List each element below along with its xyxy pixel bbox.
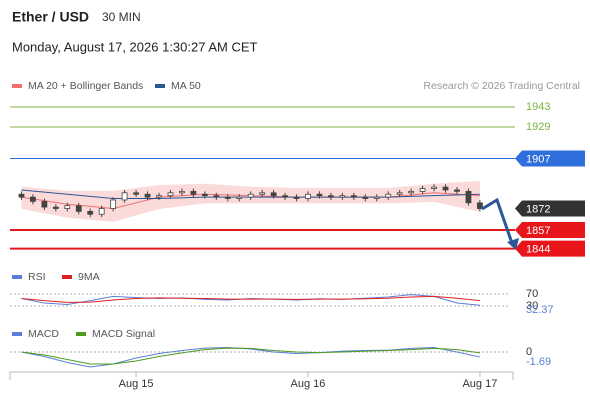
candle-body bbox=[328, 195, 334, 198]
last-value-label: -1.69 bbox=[526, 356, 551, 368]
credit: Research © 2026 Trading Central bbox=[423, 80, 580, 92]
candle-body bbox=[98, 208, 105, 215]
legend-label: MACD Signal bbox=[92, 328, 155, 340]
candle-body bbox=[259, 192, 266, 195]
level-label: 1907 bbox=[526, 153, 550, 165]
candle-body bbox=[167, 192, 174, 197]
candle-body bbox=[373, 196, 380, 199]
candle-body bbox=[75, 205, 82, 212]
legend-label: MACD bbox=[28, 328, 59, 340]
last-price-label: 1872 bbox=[526, 203, 550, 215]
candle-body bbox=[362, 196, 369, 199]
candle-body bbox=[236, 196, 243, 199]
candle-body bbox=[477, 202, 483, 209]
candle-body bbox=[419, 188, 426, 192]
indicator-line bbox=[21, 295, 480, 303]
indicator-line bbox=[21, 347, 480, 365]
candle-body bbox=[316, 193, 323, 197]
candle-body bbox=[110, 199, 117, 209]
x-tick-label: Aug 17 bbox=[462, 378, 497, 390]
candle-body bbox=[201, 193, 208, 197]
level-label: 1929 bbox=[526, 121, 550, 133]
candle-body bbox=[144, 193, 151, 198]
candle-body bbox=[64, 205, 71, 209]
candle-body bbox=[442, 186, 449, 191]
y-tick-label: 0 bbox=[526, 346, 532, 358]
legend-swatch bbox=[12, 332, 22, 336]
candle-body bbox=[30, 196, 36, 202]
candle-body bbox=[190, 190, 197, 195]
legend-label: RSI bbox=[28, 271, 46, 283]
candle-body bbox=[465, 190, 472, 204]
y-tick-label: 70 bbox=[526, 288, 538, 300]
bollinger-upper bbox=[21, 180, 480, 192]
candle-body bbox=[156, 195, 162, 198]
candle-body bbox=[41, 200, 48, 208]
legend-label: 9MA bbox=[78, 271, 100, 283]
candle-body bbox=[454, 189, 460, 192]
legend-swatch bbox=[155, 84, 165, 88]
candle-body bbox=[179, 190, 185, 194]
candle-body bbox=[431, 186, 437, 189]
candle-body bbox=[18, 193, 25, 198]
candle-body bbox=[270, 192, 277, 197]
candle-body bbox=[282, 195, 288, 198]
legend-swatch bbox=[62, 275, 72, 279]
candle-body bbox=[385, 193, 392, 198]
legend-swatch bbox=[12, 84, 22, 88]
last-value-label: 32.37 bbox=[526, 304, 554, 316]
legend-label: MA 20 + Bollinger Bands bbox=[28, 80, 143, 92]
candle-body bbox=[293, 196, 300, 199]
candle-body bbox=[224, 196, 231, 199]
legend-swatch bbox=[76, 332, 86, 336]
level-label: 1844 bbox=[526, 243, 550, 255]
candle-body bbox=[213, 195, 220, 198]
candle-body bbox=[396, 192, 403, 195]
forecast-arrowhead bbox=[507, 238, 519, 250]
legend-label: MA 50 bbox=[171, 80, 201, 92]
interval: 30 MIN bbox=[102, 10, 141, 24]
candle-body bbox=[339, 195, 346, 198]
level-tag bbox=[515, 221, 585, 238]
candle-body bbox=[408, 190, 415, 194]
level-tag bbox=[515, 240, 585, 257]
indicator-line bbox=[21, 346, 481, 368]
candle-body bbox=[350, 195, 357, 198]
candle-body bbox=[52, 206, 59, 209]
x-tick-label: Aug 15 bbox=[119, 378, 154, 390]
candle-body bbox=[121, 192, 128, 201]
level-label: 1943 bbox=[526, 101, 550, 113]
last-price-tag bbox=[515, 200, 585, 217]
forecast-arrow bbox=[481, 197, 515, 247]
level-tag bbox=[515, 150, 585, 167]
candle-body bbox=[133, 192, 139, 195]
indicator-line bbox=[21, 294, 480, 306]
candle-body bbox=[247, 193, 254, 198]
title: Ether / USD bbox=[12, 9, 89, 25]
candle-body bbox=[305, 193, 311, 199]
candle-body bbox=[87, 210, 94, 215]
legend-swatch bbox=[12, 275, 22, 279]
level-label: 1857 bbox=[526, 225, 550, 237]
y-tick-label: 30 bbox=[526, 300, 538, 312]
x-tick-label: Aug 16 bbox=[291, 378, 326, 390]
datetime: Monday, August 17, 2026 1:30:27 AM CET bbox=[12, 39, 258, 54]
bollinger-lower bbox=[21, 200, 481, 222]
